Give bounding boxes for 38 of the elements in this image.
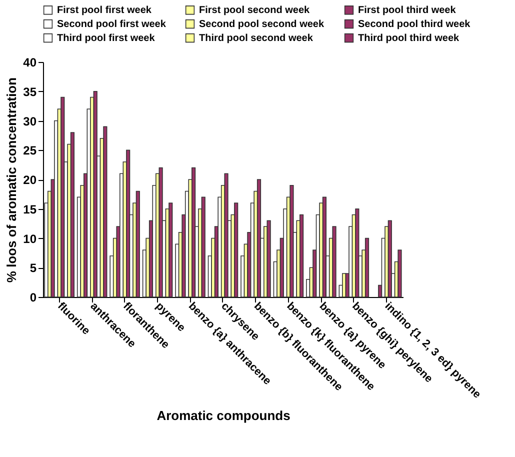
bar [355, 208, 360, 298]
y-tick-label: 35 [23, 84, 37, 99]
legend-label: First pool second week [199, 5, 310, 16]
y-tick-label: 15 [23, 202, 37, 216]
bar [290, 184, 294, 298]
bar [300, 214, 304, 298]
y-tick-label: 25 [23, 144, 37, 158]
legend-label: Second pool second week [199, 19, 324, 30]
bar [136, 190, 140, 298]
bar [168, 202, 173, 298]
bar [266, 220, 271, 298]
y-tick-label: 10 [23, 232, 37, 246]
bar [234, 202, 238, 298]
legend-label: Second pool first week [57, 19, 166, 30]
bar [103, 126, 108, 298]
legend-label: Second pool third week [358, 19, 471, 30]
bar [70, 132, 74, 298]
y-tick-label: 0 [30, 290, 37, 304]
legend-label: Third pool third week [358, 33, 460, 44]
y-tick-label: 40 [23, 56, 37, 70]
y-tick-label: 30 [23, 114, 37, 128]
legend-label: First pool first week [57, 5, 152, 16]
bar [332, 226, 336, 298]
bar [192, 167, 196, 298]
y-tick-label: 20 [23, 173, 37, 187]
x-axis-title: Aromatic compounds [156, 408, 290, 424]
y-axis-title: % loos of aromatic concentration [4, 77, 20, 283]
bar [201, 196, 206, 298]
legend-label: First pool third week [358, 5, 456, 16]
bar [126, 150, 130, 298]
bar [224, 173, 228, 298]
bar [60, 96, 65, 298]
bar [364, 238, 370, 298]
bar [398, 250, 402, 298]
bar [388, 220, 392, 298]
legend-label: Third pool second week [199, 33, 314, 44]
y-tick-label: 5 [30, 261, 37, 276]
legend-label: Third pool first week [57, 33, 156, 44]
